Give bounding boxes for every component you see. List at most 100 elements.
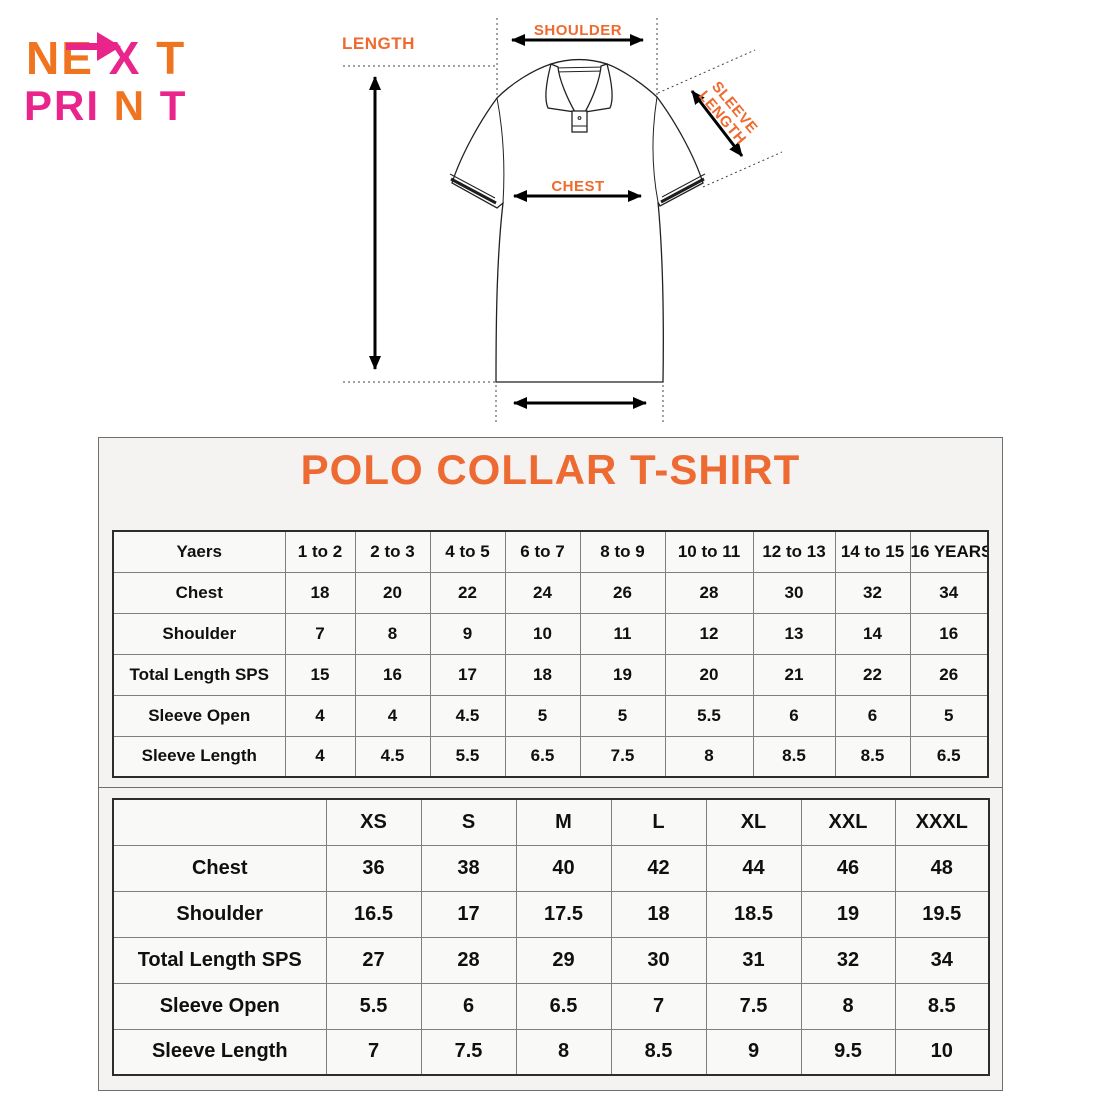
- table-header-row: XS S M L XL XXL XXXL: [112, 798, 990, 846]
- table-cell: 5.5: [664, 694, 754, 737]
- table-cell: 16: [354, 653, 431, 696]
- table-cell: 31: [705, 936, 802, 984]
- table-cell: 16.5: [325, 890, 422, 938]
- table-cell: 34: [894, 936, 990, 984]
- table-row: Total Length SPS 27 28 29 30 31 32 34: [112, 936, 990, 984]
- table-cell: 8: [515, 1028, 612, 1076]
- table-header-cell: 4 to 5: [429, 530, 506, 573]
- length-label: LENGTH: [342, 34, 415, 53]
- table-header-cell: 16 YEARS: [909, 530, 989, 573]
- table-cell: 19: [579, 653, 666, 696]
- table-cell: 38: [420, 844, 517, 892]
- table-cell: 6.5: [515, 982, 612, 1030]
- table-header-cell: 1 to 2: [284, 530, 356, 573]
- table-cell: 18.5: [705, 890, 802, 938]
- logo-t2: T: [160, 82, 188, 128]
- table-header-cell: S: [420, 798, 517, 846]
- collar: [545, 63, 613, 133]
- table-row: Sleeve Length 7 7.5 8 8.5 9 9.5 10: [112, 1028, 990, 1076]
- table-cell: 7.5: [579, 735, 666, 778]
- table-cell: 28: [420, 936, 517, 984]
- table-cell: 24: [504, 571, 581, 614]
- table-cell: 9: [429, 612, 506, 655]
- table-header-cell: 8 to 9: [579, 530, 666, 573]
- table-header-cell: XL: [705, 798, 802, 846]
- table-header-cell: 12 to 13: [752, 530, 836, 573]
- table-row: Sleeve Open 4 4 4.5 5 5 5.5 6 6 5: [112, 694, 989, 737]
- table-cell: 15: [284, 653, 356, 696]
- table-cell: Sleeve Open: [112, 694, 286, 737]
- table-cell: 7.5: [705, 982, 802, 1030]
- table-cell: 7: [610, 982, 707, 1030]
- table-header-cell: [112, 798, 327, 846]
- table-cell: Shoulder: [112, 890, 327, 938]
- polo-shirt-drawing: [449, 58, 706, 383]
- table-cell: 30: [752, 571, 836, 614]
- table-cell: 9.5: [800, 1028, 896, 1076]
- table-cell: 7: [284, 612, 356, 655]
- table-cell: Chest: [112, 571, 286, 614]
- table-cell: 5: [579, 694, 666, 737]
- table-cell: 27: [325, 936, 422, 984]
- table-cell: 4.5: [429, 694, 506, 737]
- logo-arrow-icon: [66, 32, 121, 61]
- table-cell: 4: [284, 694, 356, 737]
- table-cell: 10: [894, 1028, 990, 1076]
- table-cell: 8.5: [834, 735, 911, 778]
- table-cell: 7: [325, 1028, 422, 1076]
- table-cell: 8: [664, 735, 754, 778]
- table-row: Sleeve Open 5.5 6 6.5 7 7.5 8 8.5: [112, 982, 990, 1030]
- table-cell: 18: [610, 890, 707, 938]
- table-cell: 8.5: [752, 735, 836, 778]
- table-cell: 20: [354, 571, 431, 614]
- table-cell: 8.5: [894, 982, 990, 1030]
- table-cell: Total Length SPS: [112, 936, 327, 984]
- table-cell: Chest: [112, 844, 327, 892]
- table-cell: 9: [705, 1028, 802, 1076]
- page-title: POLO COLLAR T-SHIRT: [300, 446, 801, 493]
- brand-logo: NE X T PRI N T: [24, 32, 187, 128]
- table-row: Sleeve Length 4 4.5 5.5 6.5 7.5 8 8.5 8.5 6.5: [112, 735, 989, 778]
- table-row: Shoulder 16.5 17 17.5 18 18.5 19 19.5: [112, 890, 990, 938]
- table-cell: 14: [834, 612, 911, 655]
- polo-measurement-diagram: LENGTH SHOULDER CHEST SLEEVE LENGTH: [342, 18, 783, 425]
- logo-line1: NE X T: [26, 32, 186, 84]
- table-cell: 6.5: [504, 735, 581, 778]
- table-cell: 26: [579, 571, 666, 614]
- table-cell: 21: [752, 653, 836, 696]
- table-cell: 17: [429, 653, 506, 696]
- table-cell: Total Length SPS: [112, 653, 286, 696]
- table-header-cell: XS: [325, 798, 422, 846]
- table-cell: 48: [894, 844, 990, 892]
- table-header-cell: L: [610, 798, 707, 846]
- table-header-cell: 2 to 3: [354, 530, 431, 573]
- table-header-cell: 6 to 7: [504, 530, 581, 573]
- table-cell: 32: [800, 936, 896, 984]
- table-cell: 46: [800, 844, 896, 892]
- table-cell: 17: [420, 890, 517, 938]
- table-cell: 8: [354, 612, 431, 655]
- adult-size-table: XS S M L XL XXL XXXL Chest 36 38 40 42 44 46 48 Shoulde…: [112, 798, 990, 1076]
- table-header-cell: M: [515, 798, 612, 846]
- table-cell: 18: [504, 653, 581, 696]
- table-cell: 22: [429, 571, 506, 614]
- table-cell: 36: [325, 844, 422, 892]
- table-cell: Sleeve Length: [112, 1028, 327, 1076]
- chest-label: CHEST: [551, 178, 604, 195]
- table-cell: 10: [504, 612, 581, 655]
- sleeve-length-label: SLEEVE LENGTH: [695, 78, 761, 148]
- table-cell: 19: [800, 890, 896, 938]
- logo-line2: PRI N T: [24, 82, 187, 128]
- logo-ne: NE: [26, 32, 94, 84]
- table-header-cell: Yaers: [112, 530, 286, 573]
- table-row: Total Length SPS 15 16 17 18 19 20 21 22 26: [112, 653, 989, 696]
- table-cell: 34: [909, 571, 989, 614]
- table-cell: 18: [284, 571, 356, 614]
- table-cell: 42: [610, 844, 707, 892]
- table-header-cell: 14 to 15: [834, 530, 911, 573]
- table-row: Chest 36 38 40 42 44 46 48: [112, 844, 990, 892]
- table-cell: 13: [752, 612, 836, 655]
